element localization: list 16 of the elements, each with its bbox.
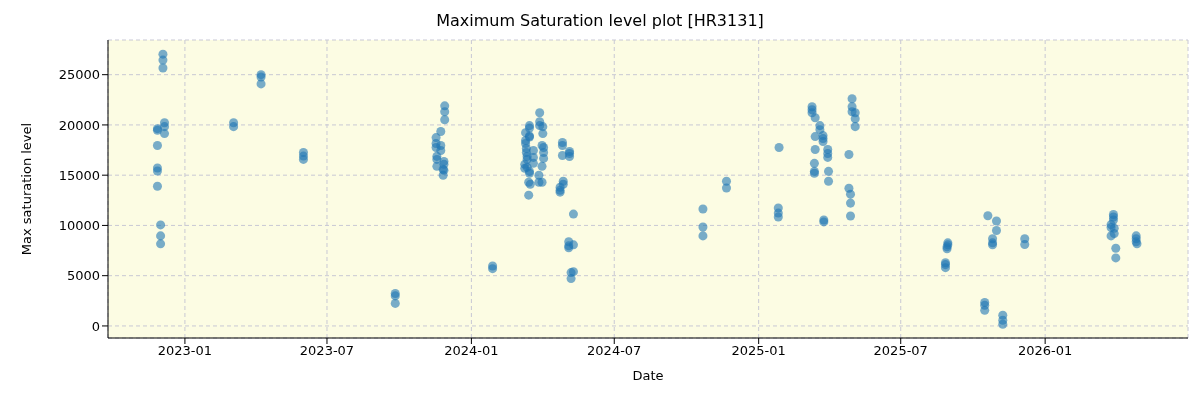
y-axis-title: Max saturation level <box>18 122 34 256</box>
x-tick-label: 2023-07 <box>299 343 355 359</box>
x-tick-label: 2024-01 <box>444 343 499 359</box>
y-tick-label: 20000 <box>58 117 100 133</box>
x-tick-label: 2025-07 <box>873 343 928 359</box>
y-tick-label: 5000 <box>66 268 100 284</box>
y-tick-label: 25000 <box>58 67 100 83</box>
x-tick-label: 2024-07 <box>587 343 642 359</box>
x-tick-label: 2023-01 <box>157 343 213 359</box>
y-tick-label: 0 <box>91 318 100 334</box>
x-tick-label: 2026-01 <box>1017 343 1073 359</box>
chart-title: Maximum Saturation level plot [HR3131] <box>435 10 765 32</box>
y-tick-label: 10000 <box>58 218 100 234</box>
x-tick-label: 2025-01 <box>731 343 786 359</box>
x-axis-title: Date <box>632 368 664 383</box>
y-tick-label: 15000 <box>58 167 100 183</box>
